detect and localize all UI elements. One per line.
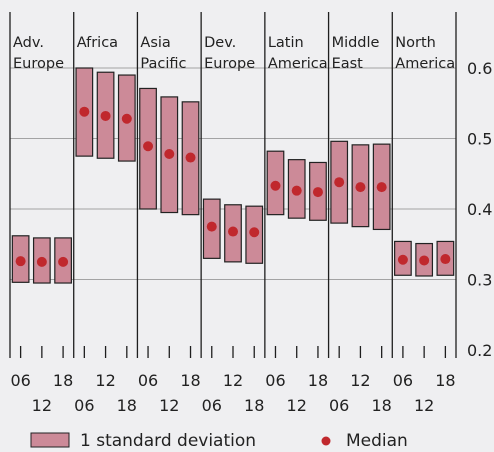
median-point	[36, 256, 47, 267]
median-point	[143, 141, 154, 152]
legend-range-swatch	[30, 432, 70, 448]
region-label: Africa	[77, 35, 118, 51]
median-point	[121, 113, 132, 124]
x-tick-label: 18	[244, 396, 264, 415]
region-label: Europe	[204, 56, 255, 72]
x-tick-label: 12	[287, 396, 307, 415]
region-label: Asia	[140, 35, 170, 51]
axis-labels: 0.2 0.3 0.4 0.5 0.6 Adv. Europe Africa Asia Pacif…	[10, 35, 492, 415]
median-point	[291, 185, 302, 196]
x-tick-label: 18	[435, 371, 455, 390]
x-tick-label: 06	[329, 396, 349, 415]
region-label: America	[395, 56, 455, 72]
x-tick-label: 18	[53, 371, 73, 390]
y-tick-label: 0.6	[467, 59, 492, 78]
x-tick-label: 18	[117, 396, 137, 415]
x-tick-label: 18	[371, 396, 391, 415]
region-label: Latin	[268, 35, 304, 51]
x-tick-label: 06	[265, 371, 285, 390]
x-tick-label: 06	[202, 396, 222, 415]
region-label: Adv.	[13, 35, 44, 51]
range-bars	[11, 67, 455, 284]
median-point	[58, 256, 69, 267]
median-point	[355, 182, 366, 193]
median-point	[440, 254, 451, 265]
x-tick-label: 06	[74, 396, 94, 415]
legend-median-label: Median	[346, 431, 408, 451]
median-point	[334, 177, 345, 188]
median-point	[228, 226, 238, 237]
y-tick-label: 0.4	[467, 200, 492, 219]
x-tick-label: 12	[414, 396, 434, 415]
x-tick-label: 12	[350, 371, 370, 390]
x-tick-label: 12	[223, 371, 243, 390]
legend: 1 standard deviation Median	[30, 431, 408, 451]
region-label: Europe	[13, 56, 64, 72]
legend-range-label: 1 standard deviation	[80, 431, 256, 451]
region-label: North	[395, 35, 436, 51]
median-point	[100, 110, 111, 121]
x-tick-label: 18	[308, 371, 328, 390]
region-label: Dev.	[204, 35, 236, 51]
x-tick-label: 12	[32, 396, 52, 415]
x-tick-label: 06	[393, 371, 413, 390]
median-point	[15, 256, 26, 267]
region-label: America	[268, 56, 328, 72]
legend-median-marker	[321, 436, 331, 446]
region-label: East	[332, 56, 364, 72]
x-tick-label: 18	[180, 371, 200, 390]
x-tick-label: 12	[159, 396, 179, 415]
median-point	[312, 187, 323, 198]
median-point	[206, 221, 217, 232]
x-tick-label: 06	[10, 371, 30, 390]
median-point	[270, 180, 281, 191]
median-point	[397, 254, 408, 265]
median-point	[376, 182, 387, 193]
y-tick-label: 0.3	[467, 271, 492, 290]
median-point	[79, 106, 90, 117]
axes-frame	[9, 12, 457, 358]
median-point	[249, 227, 260, 238]
x-tick-label: 06	[138, 371, 158, 390]
median-point	[419, 255, 430, 266]
y-tick-label: 0.5	[467, 130, 492, 149]
region-label: Pacific	[140, 56, 186, 72]
x-tick-label: 12	[95, 371, 115, 390]
region-label: Middle	[332, 35, 380, 51]
median-point	[185, 152, 196, 163]
y-tick-label: 0.2	[467, 341, 492, 360]
median-point	[164, 149, 175, 160]
